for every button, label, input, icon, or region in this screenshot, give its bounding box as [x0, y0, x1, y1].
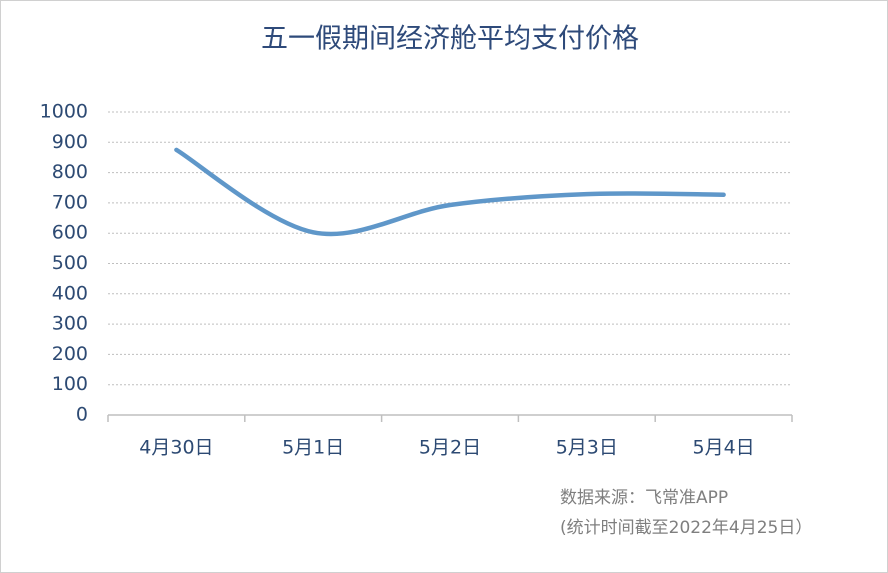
y-tick-label: 700 [52, 191, 88, 213]
y-tick-label: 300 [52, 313, 88, 335]
y-tick-label: 100 [52, 373, 88, 395]
x-tick-label: 5月2日 [419, 437, 481, 459]
y-tick-label: 800 [52, 161, 88, 183]
chart-title: 五一假期间经济舱平均支付价格 [261, 24, 639, 55]
x-tick-label: 4月30日 [139, 437, 213, 459]
y-tick-label: 0 [76, 404, 88, 426]
x-tick-label: 5月4日 [693, 437, 755, 459]
y-tick-label: 200 [52, 343, 88, 365]
x-tick-label: 5月1日 [282, 437, 344, 459]
y-tick-label: 500 [52, 252, 88, 274]
y-tick-label: 1000 [40, 101, 88, 123]
y-tick-label: 400 [52, 282, 88, 304]
y-tick-label: 600 [52, 222, 88, 244]
source-note: 数据来源：飞常准APP [560, 488, 728, 508]
y-tick-label: 900 [52, 131, 88, 153]
x-tick-label: 5月3日 [556, 437, 618, 459]
source-note: (统计时间截至2022年4月25日） [560, 518, 812, 538]
data-line [174, 147, 726, 237]
